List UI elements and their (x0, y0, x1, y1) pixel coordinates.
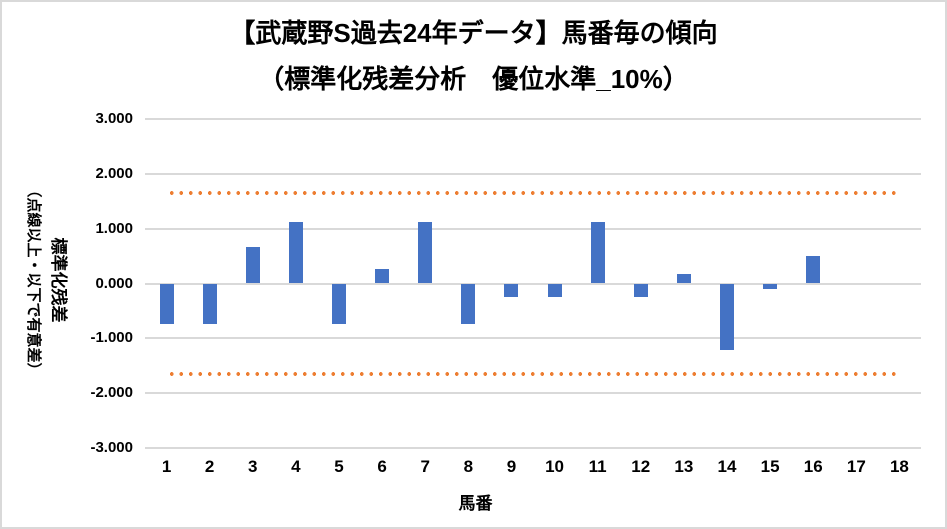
y-tick-label: 2.000 (95, 164, 133, 182)
y-tick-label: -2.000 (90, 384, 133, 402)
y-axis-title-main: 標準化残差 (49, 237, 68, 323)
x-tick-label: 11 (588, 457, 607, 476)
gridline (145, 447, 921, 449)
bar (763, 283, 778, 289)
x-tick-label: 4 (291, 457, 301, 476)
bar (590, 221, 605, 284)
x-tick-label: 1 (161, 457, 172, 476)
gridline (145, 227, 921, 230)
x-tick-label: 17 (846, 457, 866, 476)
bar (504, 283, 519, 298)
gridline (145, 392, 921, 395)
bar (332, 283, 346, 324)
x-tick-label: 3 (248, 457, 258, 476)
x-tick-label: 7 (420, 457, 430, 476)
x-tick-label: 12 (631, 457, 651, 476)
bar (288, 221, 303, 284)
gridline (145, 172, 921, 175)
y-tick-label: -1.000 (90, 329, 133, 347)
bar (159, 283, 174, 324)
significance-dotted-line (166, 371, 900, 376)
x-tick-label: 8 (463, 457, 474, 476)
y-axis-title: 標準化残差 （点線以上・以下で有意差） (20, 120, 72, 440)
x-tick-label: 10 (545, 457, 564, 476)
bar (806, 256, 821, 284)
bar (418, 221, 433, 284)
x-tick-label: 16 (803, 457, 823, 476)
x-tick-label: 14 (717, 457, 737, 476)
bar (720, 283, 734, 350)
x-tick-label: 15 (760, 457, 780, 476)
y-tick-label: 0.000 (95, 274, 133, 292)
bar (547, 283, 562, 298)
chart-subtitle: （標準化残差分析 優位水準_10%） (258, 64, 689, 94)
bar (461, 283, 476, 324)
chart-title: 【武蔵野S過去24年データ】馬番毎の傾向 (229, 18, 718, 48)
significance-dotted-line (166, 191, 900, 196)
y-tick-label: 1.000 (95, 219, 133, 237)
x-tick-label: 2 (204, 457, 215, 476)
bar (633, 283, 648, 298)
gridline (145, 118, 921, 120)
y-axis-title-note: （点線以上・以下で有意差） (25, 182, 42, 378)
x-tick-label: 18 (889, 457, 909, 476)
bar (676, 273, 691, 284)
y-tick-label: -3.000 (90, 439, 133, 456)
bar (202, 283, 217, 324)
x-tick-label: 13 (674, 457, 694, 476)
bar (375, 268, 390, 284)
y-tick-label: 3.000 (95, 110, 133, 127)
x-axis-title: 馬番 (458, 494, 493, 513)
x-tick-label: 6 (377, 457, 387, 476)
gridline (145, 282, 921, 285)
bar (245, 246, 260, 284)
x-tick-label: 5 (334, 457, 344, 476)
gridline (145, 337, 921, 340)
x-tick-label: 9 (506, 457, 517, 476)
